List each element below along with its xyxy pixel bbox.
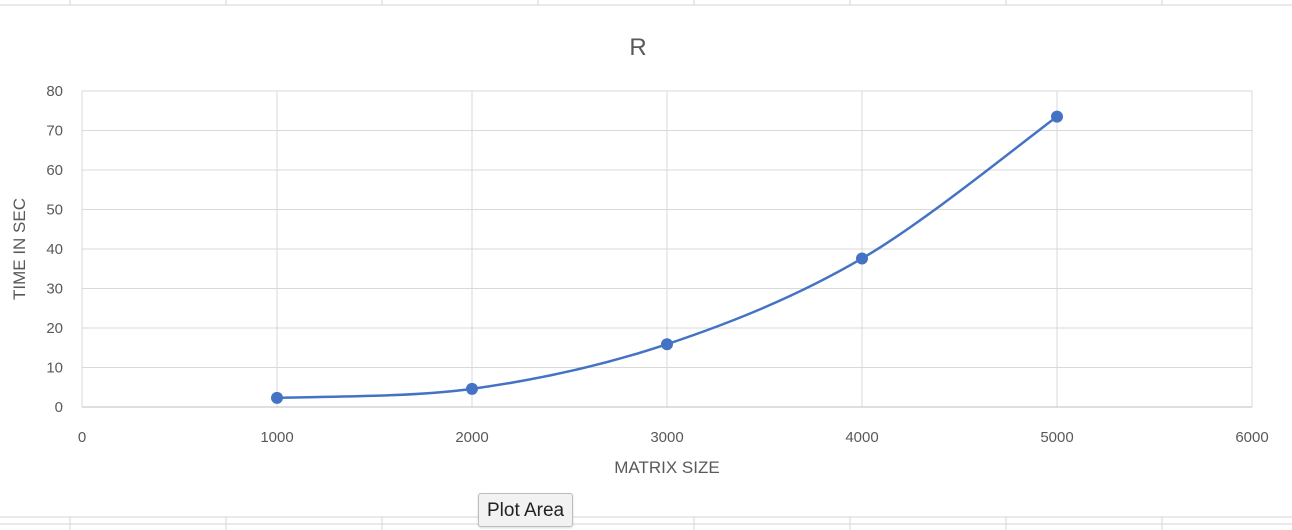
series-markers[interactable] bbox=[271, 110, 1063, 404]
data-point[interactable] bbox=[856, 252, 868, 265]
y-tick-label: 60 bbox=[46, 162, 63, 179]
data-point[interactable] bbox=[271, 391, 283, 404]
x-axis-title[interactable]: MATRIX SIZE bbox=[614, 458, 719, 477]
x-tick-label: 5000 bbox=[1040, 429, 1073, 446]
y-tick-label: 10 bbox=[46, 360, 63, 377]
y-tick-label: 20 bbox=[46, 320, 63, 337]
y-axis-tick-labels: 0 10 20 30 40 50 60 70 80 bbox=[46, 83, 63, 416]
x-axis-tick-labels: 0 1000 2000 3000 4000 5000 6000 bbox=[78, 429, 1269, 446]
chart-title[interactable]: R bbox=[629, 34, 646, 61]
y-tick-label: 50 bbox=[46, 202, 63, 219]
plot-area[interactable] bbox=[81, 90, 1253, 408]
x-tick-label: 4000 bbox=[845, 429, 878, 446]
x-tick-label: 2000 bbox=[455, 429, 488, 446]
x-tick-label: 6000 bbox=[1235, 429, 1268, 446]
y-tick-label: 40 bbox=[46, 241, 63, 258]
data-point[interactable] bbox=[466, 382, 478, 395]
plot-area-tooltip: Plot Area bbox=[478, 493, 574, 527]
x-tick-label: 1000 bbox=[260, 429, 293, 446]
data-point[interactable] bbox=[661, 338, 673, 351]
x-tick-label: 3000 bbox=[650, 429, 683, 446]
x-tick-label: 0 bbox=[78, 429, 86, 446]
y-axis-title[interactable]: TIME IN SEC bbox=[10, 198, 29, 300]
y-tick-label: 30 bbox=[46, 281, 63, 298]
y-tick-label: 70 bbox=[46, 123, 63, 140]
data-point[interactable] bbox=[1051, 110, 1063, 123]
y-tick-label: 80 bbox=[46, 83, 63, 100]
y-tick-label: 0 bbox=[55, 399, 63, 416]
gridlines bbox=[81, 90, 1253, 408]
